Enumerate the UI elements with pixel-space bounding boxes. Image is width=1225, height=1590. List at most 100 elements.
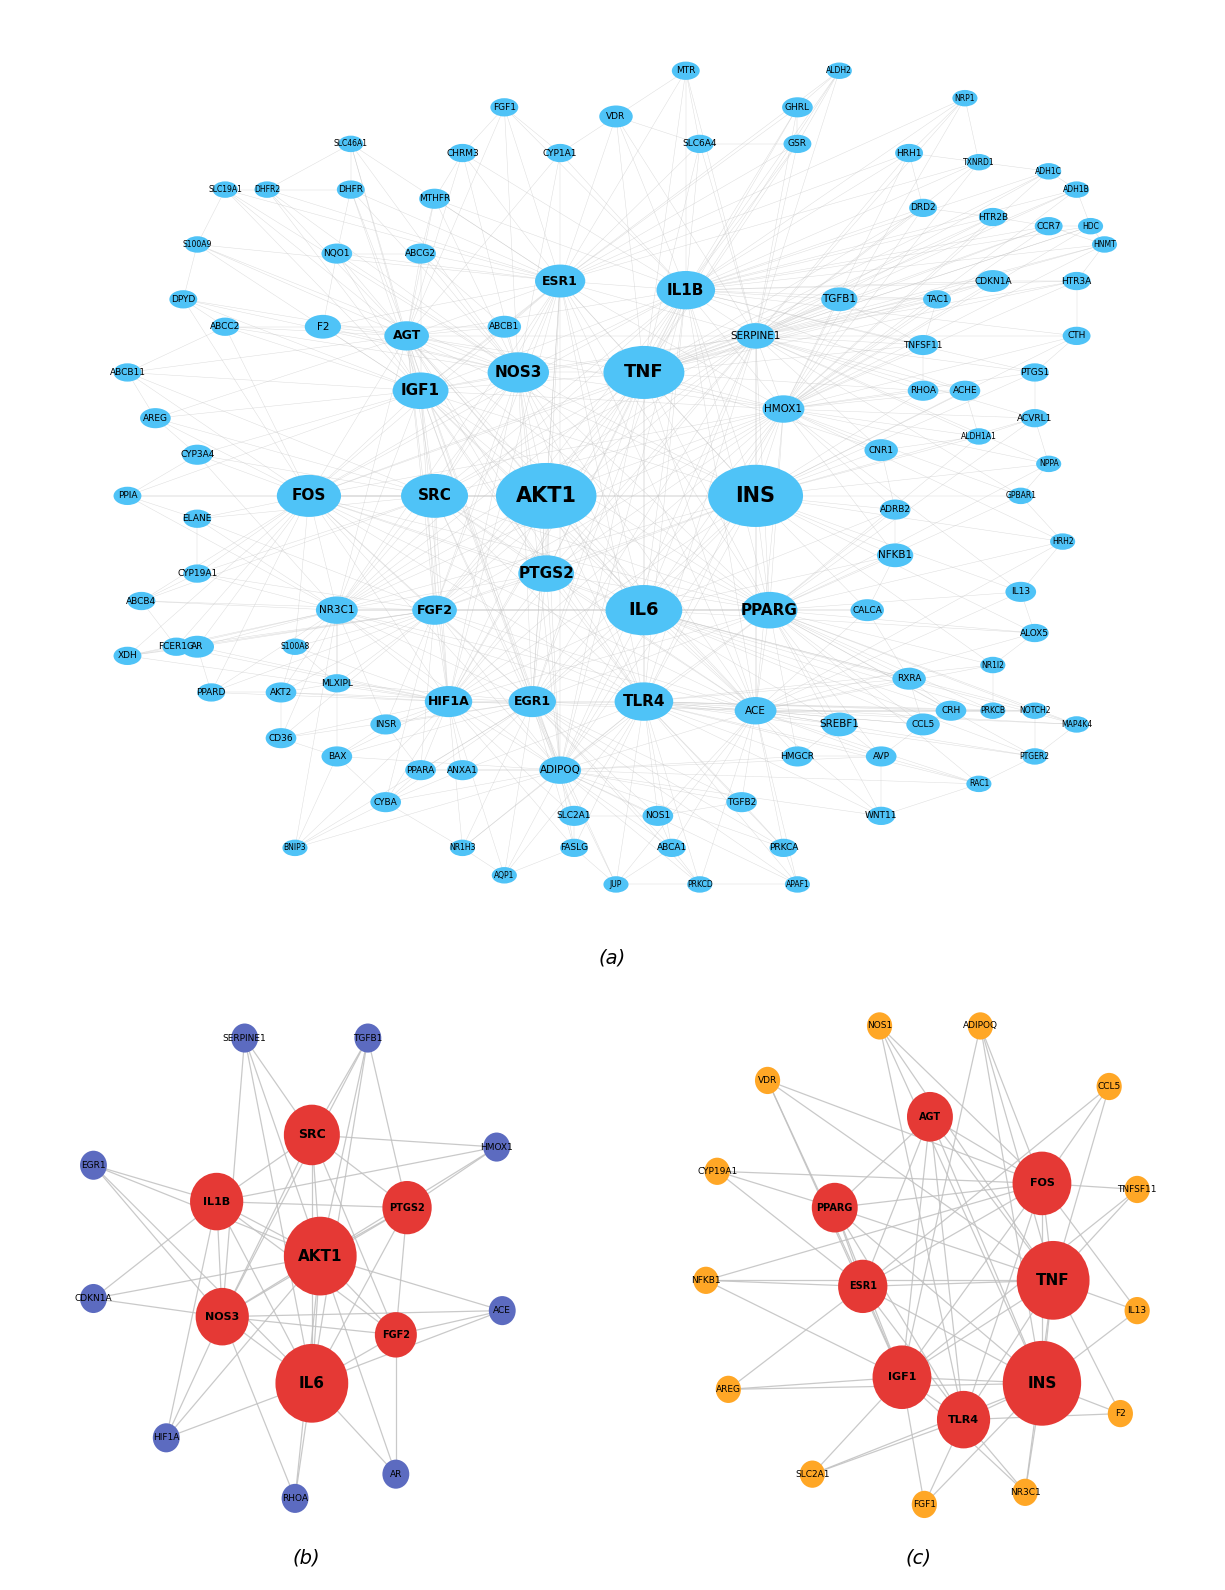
Circle shape bbox=[114, 487, 141, 506]
Text: NOS3: NOS3 bbox=[205, 1312, 239, 1321]
Circle shape bbox=[949, 380, 980, 401]
Circle shape bbox=[1006, 582, 1036, 603]
Text: SLC6A4: SLC6A4 bbox=[682, 140, 717, 148]
Circle shape bbox=[535, 264, 586, 297]
Circle shape bbox=[211, 318, 239, 335]
Text: ADIPOQ: ADIPOQ bbox=[540, 765, 581, 776]
Text: F2: F2 bbox=[316, 321, 330, 332]
Circle shape bbox=[850, 599, 884, 622]
Text: CDKN1A: CDKN1A bbox=[974, 277, 1012, 286]
Text: VDR: VDR bbox=[758, 1076, 777, 1084]
Circle shape bbox=[370, 792, 401, 812]
Circle shape bbox=[877, 544, 914, 568]
Text: XDH: XDH bbox=[118, 652, 137, 660]
Circle shape bbox=[1062, 328, 1090, 345]
Text: FOS: FOS bbox=[1029, 1178, 1055, 1188]
Circle shape bbox=[180, 636, 214, 658]
Text: AREG: AREG bbox=[715, 1385, 741, 1394]
Text: FASLG: FASLG bbox=[560, 843, 588, 852]
Text: FGF2: FGF2 bbox=[382, 1329, 410, 1340]
Text: PPARA: PPARA bbox=[407, 766, 435, 774]
Text: IL1B: IL1B bbox=[203, 1197, 230, 1207]
Circle shape bbox=[488, 353, 549, 393]
Text: AGT: AGT bbox=[392, 329, 420, 342]
Circle shape bbox=[1036, 456, 1061, 472]
Circle shape bbox=[163, 638, 190, 657]
Text: ABCA1: ABCA1 bbox=[657, 843, 687, 852]
Text: BNIP3: BNIP3 bbox=[284, 843, 306, 852]
Text: SLC46A1: SLC46A1 bbox=[333, 140, 368, 148]
Text: NR3C1: NR3C1 bbox=[1009, 1488, 1040, 1496]
Circle shape bbox=[872, 1345, 931, 1409]
Circle shape bbox=[967, 776, 991, 792]
Text: CCR7: CCR7 bbox=[1036, 221, 1061, 231]
Circle shape bbox=[382, 1181, 431, 1234]
Circle shape bbox=[785, 876, 810, 892]
Text: DHFR: DHFR bbox=[338, 184, 364, 194]
Text: JUP: JUP bbox=[610, 879, 622, 889]
Text: NRP1: NRP1 bbox=[954, 94, 975, 103]
Circle shape bbox=[483, 1132, 510, 1162]
Circle shape bbox=[1022, 749, 1047, 765]
Text: HTR3A: HTR3A bbox=[1062, 277, 1091, 286]
Text: S100A9: S100A9 bbox=[183, 240, 212, 250]
Circle shape bbox=[800, 1461, 824, 1488]
Text: AREG: AREG bbox=[143, 413, 168, 423]
Text: ABCG2: ABCG2 bbox=[405, 250, 436, 258]
Text: ABCB1: ABCB1 bbox=[489, 323, 519, 331]
Text: ESR1: ESR1 bbox=[849, 1282, 877, 1291]
Text: AGT: AGT bbox=[919, 1111, 941, 1123]
Circle shape bbox=[1035, 216, 1062, 235]
Circle shape bbox=[1020, 364, 1049, 382]
Circle shape bbox=[190, 1173, 244, 1231]
Text: IL6: IL6 bbox=[628, 601, 659, 619]
Text: ADIPOQ: ADIPOQ bbox=[963, 1021, 998, 1030]
Circle shape bbox=[821, 288, 857, 312]
Circle shape bbox=[266, 728, 296, 749]
Circle shape bbox=[447, 760, 478, 781]
Text: ADH1C: ADH1C bbox=[1035, 167, 1062, 176]
Text: ADH1B: ADH1B bbox=[1063, 184, 1090, 194]
Circle shape bbox=[726, 792, 757, 812]
Circle shape bbox=[741, 591, 797, 628]
Text: HDC: HDC bbox=[1082, 221, 1099, 231]
Text: TAC1: TAC1 bbox=[926, 294, 948, 304]
Text: IGF1: IGF1 bbox=[888, 1372, 916, 1382]
Circle shape bbox=[255, 181, 279, 197]
Text: SLC2A1: SLC2A1 bbox=[557, 811, 592, 820]
Text: FGF1: FGF1 bbox=[492, 103, 516, 111]
Text: HNMT: HNMT bbox=[1093, 240, 1116, 250]
Text: (a): (a) bbox=[599, 948, 626, 967]
Circle shape bbox=[755, 1067, 780, 1094]
Circle shape bbox=[1107, 1399, 1133, 1428]
Circle shape bbox=[1022, 703, 1047, 719]
Text: NR1I2: NR1I2 bbox=[981, 660, 1004, 669]
Text: SRC: SRC bbox=[298, 1129, 326, 1142]
Circle shape bbox=[1017, 1240, 1089, 1320]
Circle shape bbox=[491, 867, 517, 884]
Text: PPARG: PPARG bbox=[741, 603, 797, 617]
Circle shape bbox=[604, 347, 685, 399]
Circle shape bbox=[906, 1092, 953, 1142]
Circle shape bbox=[80, 1285, 107, 1313]
Text: APAF1: APAF1 bbox=[785, 879, 810, 889]
Text: DRD2: DRD2 bbox=[910, 204, 936, 213]
Circle shape bbox=[687, 876, 712, 892]
Text: RHOA: RHOA bbox=[282, 1495, 307, 1503]
Circle shape bbox=[196, 1288, 249, 1345]
Text: IL13: IL13 bbox=[1011, 587, 1030, 596]
Text: PTGS1: PTGS1 bbox=[1020, 367, 1050, 377]
Text: AR: AR bbox=[390, 1469, 402, 1479]
Circle shape bbox=[266, 682, 296, 703]
Circle shape bbox=[393, 372, 448, 409]
Text: AKT1: AKT1 bbox=[516, 487, 577, 506]
Circle shape bbox=[968, 1013, 993, 1040]
Circle shape bbox=[1096, 1073, 1122, 1100]
Circle shape bbox=[782, 97, 813, 118]
Circle shape bbox=[169, 291, 197, 308]
Circle shape bbox=[425, 685, 472, 717]
Circle shape bbox=[127, 591, 156, 611]
Text: (b): (b) bbox=[293, 1549, 320, 1568]
Text: HMOX1: HMOX1 bbox=[764, 404, 802, 413]
Text: INS: INS bbox=[735, 487, 775, 506]
